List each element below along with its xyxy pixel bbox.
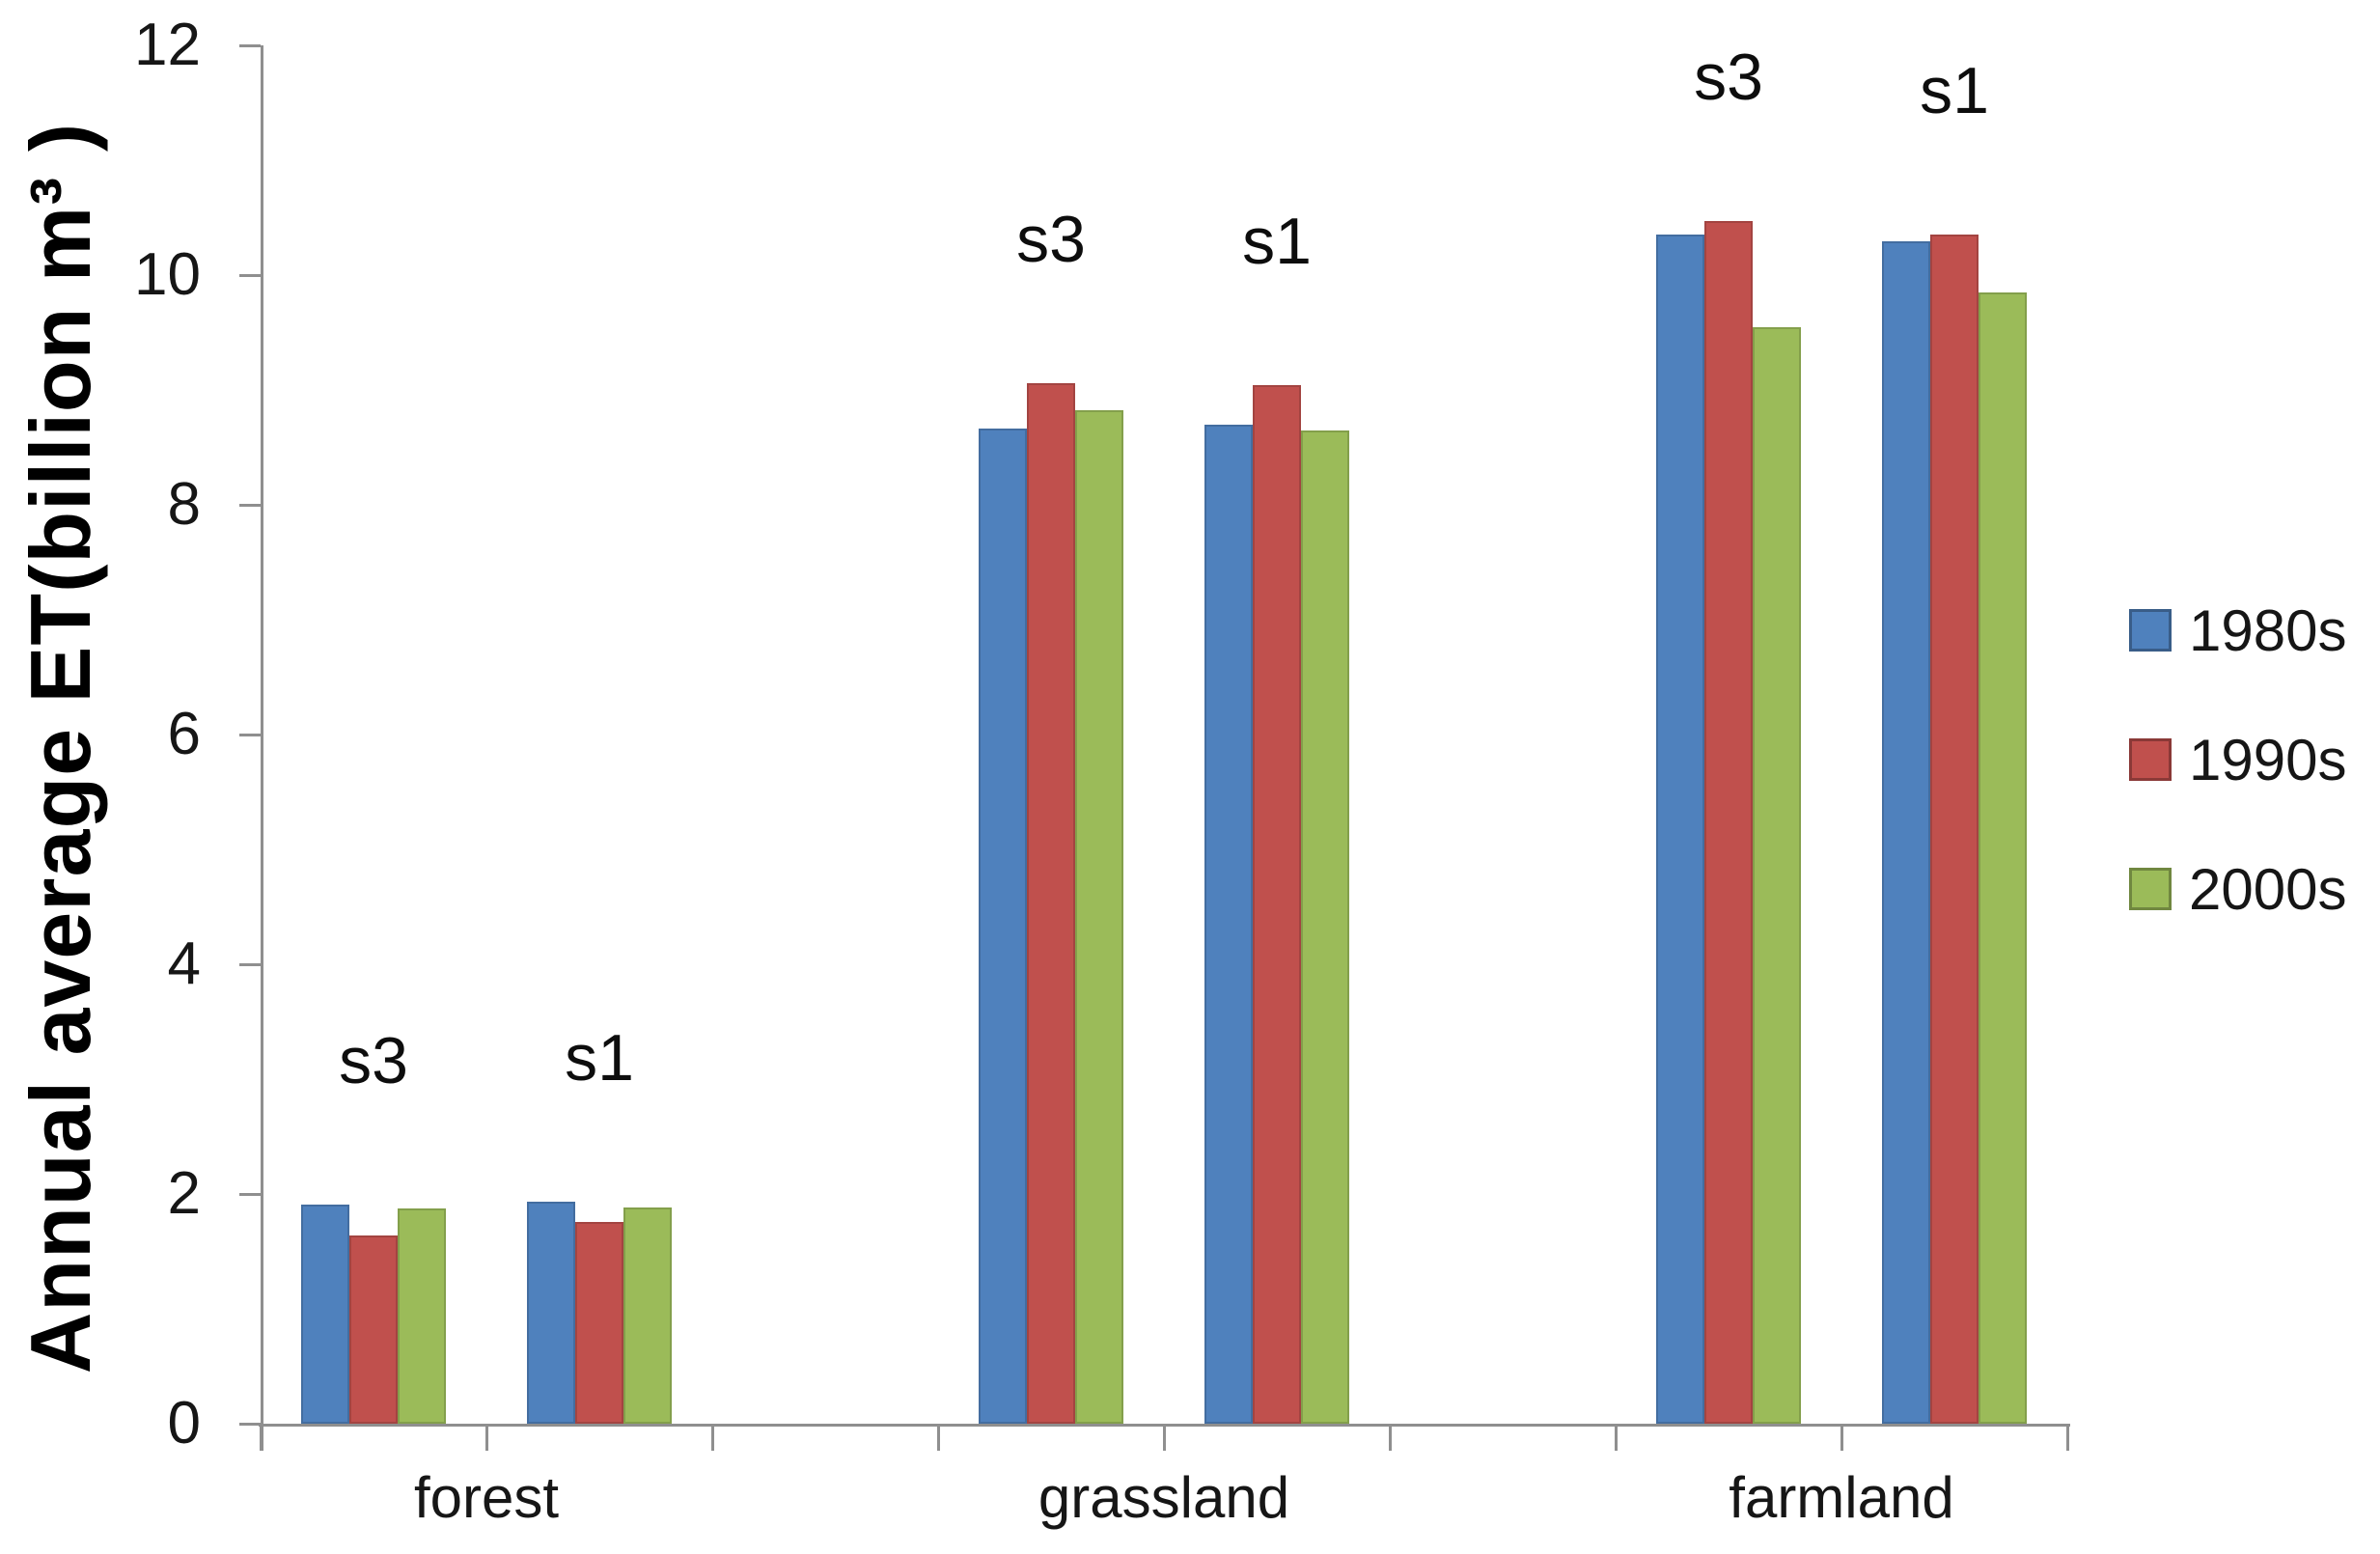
- bar-farmland-s1-1980s: [1882, 241, 1930, 1424]
- bar-farmland-s3-1980s: [1656, 235, 1704, 1424]
- bar-farmland-s1-2000s: [1979, 291, 2027, 1424]
- bar-forest-s3-1980s: [301, 1204, 349, 1424]
- legend-entry-1980s: 1980s: [2129, 592, 2346, 669]
- category-label-farmland: farmland: [1729, 1465, 1954, 1530]
- y-tick-label: 6: [167, 701, 201, 767]
- legend-swatch-1980s: [2129, 609, 2172, 652]
- subgroup-label-farmland-s1: s1: [1920, 54, 1989, 128]
- bar-forest-s1-1990s: [575, 1221, 623, 1424]
- category-label-forest: forest: [413, 1465, 560, 1530]
- bar-grassland-s3-1980s: [979, 429, 1027, 1424]
- legend-label: 1990s: [2189, 727, 2347, 792]
- legend-entry-1990s: 1990s: [2129, 721, 2346, 798]
- bar-forest-s1-1980s: [527, 1202, 575, 1424]
- subgroup-label-farmland-s3: s3: [1694, 41, 1763, 115]
- legend-label: 2000s: [2189, 856, 2347, 922]
- legend-label: 1980s: [2189, 597, 2347, 663]
- subgroup-label-forest-s3: s3: [339, 1023, 408, 1097]
- bar-farmland-s1-1990s: [1930, 235, 1979, 1424]
- y-tick-label: 0: [167, 1390, 201, 1457]
- category-label-grassland: grassland: [1038, 1465, 1290, 1530]
- x-axis-tick: [711, 1424, 714, 1451]
- y-axis-tick: [239, 963, 261, 966]
- y-axis-tick: [239, 1423, 261, 1426]
- legend-swatch-1990s: [2129, 738, 2172, 781]
- x-axis-tick: [485, 1424, 488, 1451]
- x-axis-tick: [2066, 1424, 2069, 1451]
- x-axis-tick: [260, 1424, 263, 1451]
- bar-grassland-s3-2000s: [1075, 410, 1123, 1424]
- x-axis-tick: [1615, 1424, 1618, 1451]
- y-axis-tick: [239, 44, 261, 47]
- x-axis-tick: [1840, 1424, 1843, 1451]
- y-axis-tick: [239, 504, 261, 507]
- y-axis-tick: [239, 274, 261, 277]
- x-axis-tick: [937, 1424, 940, 1451]
- x-axis-tick: [1389, 1424, 1392, 1451]
- bar-forest-s3-2000s: [398, 1208, 446, 1424]
- bar-farmland-s3-2000s: [1753, 326, 1801, 1424]
- y-tick-label: 12: [134, 12, 201, 78]
- legend-swatch-2000s: [2129, 868, 2172, 910]
- subgroup-label-grassland-s3: s3: [1016, 202, 1086, 276]
- y-axis-tick: [239, 1193, 261, 1196]
- subgroup-label-forest-s1: s1: [565, 1021, 634, 1096]
- bar-grassland-s3-1990s: [1027, 382, 1075, 1424]
- legend: 1980s 1990s 2000s: [2129, 0, 2380, 1554]
- y-axis-tick: [239, 734, 261, 736]
- legend-entry-2000s: 2000s: [2129, 850, 2346, 928]
- bar-grassland-s1-2000s: [1301, 430, 1349, 1424]
- bar-grassland-s1-1980s: [1204, 424, 1253, 1424]
- bar-forest-s1-2000s: [623, 1207, 672, 1424]
- y-tick-label: 10: [134, 241, 201, 308]
- x-axis-tick: [1163, 1424, 1166, 1451]
- bar-forest-s3-1990s: [349, 1235, 398, 1424]
- y-tick-label: 8: [167, 471, 201, 538]
- subgroup-label-grassland-s1: s1: [1242, 205, 1312, 279]
- y-tick-label: 4: [167, 930, 201, 997]
- y-tick-label: 2: [167, 1160, 201, 1227]
- y-axis-line: [261, 45, 263, 1451]
- bar-farmland-s3-1990s: [1704, 221, 1753, 1424]
- bar-grassland-s1-1990s: [1253, 385, 1301, 1424]
